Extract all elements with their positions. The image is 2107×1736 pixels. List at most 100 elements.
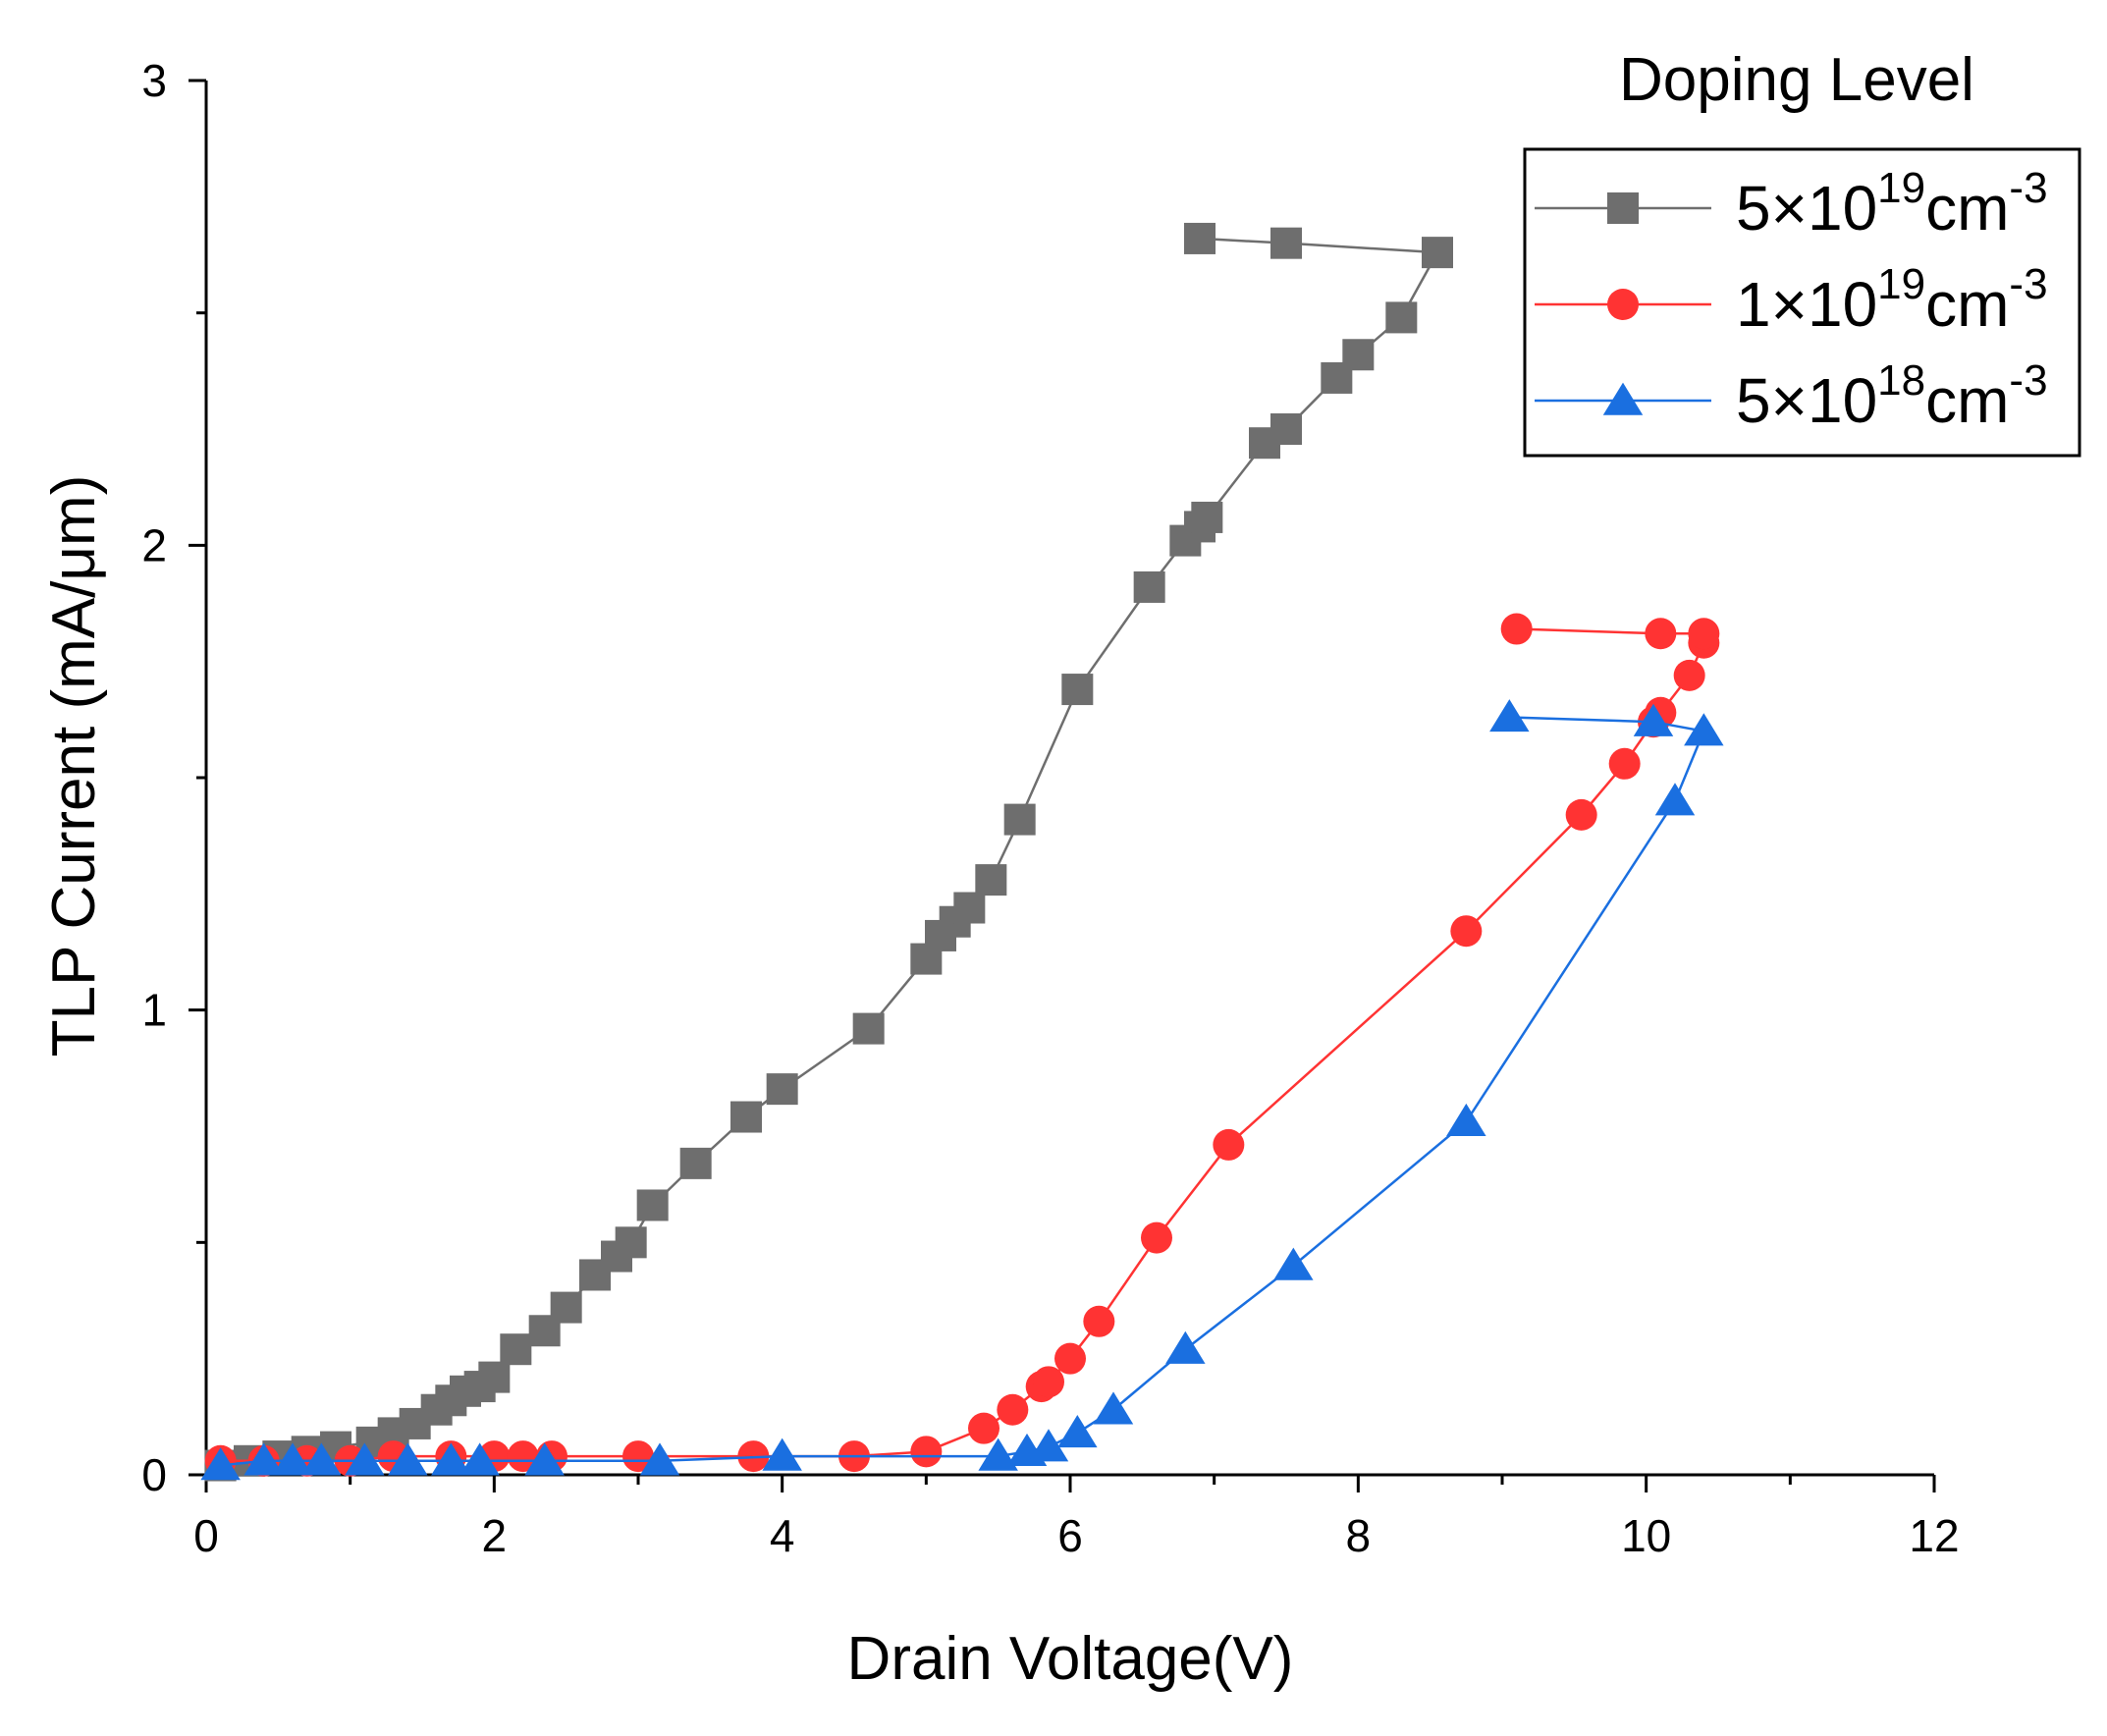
series-square [204, 222, 1453, 1482]
data-point-square [500, 1333, 532, 1366]
data-point-triangle [1093, 1391, 1134, 1425]
data-point-square [679, 1147, 712, 1179]
data-point-circle [1673, 659, 1705, 691]
data-point-square [975, 864, 1007, 896]
data-point-triangle [459, 1442, 500, 1476]
data-point-circle [1500, 613, 1533, 645]
data-point-square [1270, 413, 1302, 445]
series-circle [204, 613, 1720, 1477]
data-point-circle [1565, 798, 1597, 831]
x-tick-label: 0 [193, 1510, 219, 1561]
data-point-circle [1083, 1305, 1115, 1337]
data-point-circle [910, 1436, 943, 1468]
data-point-square [1385, 301, 1418, 334]
data-point-square [1270, 227, 1302, 259]
data-point-triangle [639, 1442, 680, 1476]
data-point-circle [1688, 618, 1720, 650]
legend-entry: 5×1018cm-3 [1535, 356, 2048, 436]
data-point-triangle [388, 1442, 428, 1476]
data-point-square [1422, 237, 1453, 269]
data-point-triangle [1028, 1429, 1069, 1462]
legend-label-text: 5×10 [1736, 173, 1877, 244]
data-point-square [1184, 222, 1216, 254]
legend-marker-circle [1607, 289, 1639, 320]
data-point-circle [997, 1393, 1029, 1426]
data-point-square [1003, 803, 1036, 836]
data-point-circle [1645, 618, 1677, 650]
data-point-circle [1033, 1366, 1064, 1398]
series-triangle [200, 699, 1724, 1481]
legend-label-text: cm [1925, 173, 2009, 244]
legend-marker-triangle [1602, 382, 1644, 415]
data-point-square [615, 1226, 647, 1259]
data-point-triangle [301, 1442, 342, 1476]
data-point-triangle [1633, 703, 1674, 736]
legend-marker-square [1607, 192, 1639, 224]
y-tick-label: 1 [141, 985, 167, 1036]
legend-label-text: cm [1925, 269, 2009, 340]
data-point-square [550, 1291, 582, 1324]
data-point-square [730, 1101, 762, 1133]
data-point-circle [1054, 1342, 1086, 1375]
legend-label-superscript: 18 [1877, 356, 1925, 405]
data-point-triangle [524, 1442, 565, 1476]
data-point-triangle [200, 1447, 241, 1481]
data-point-circle [507, 1440, 539, 1473]
legend-entries: 5×1019cm-31×1019cm-35×1018cm-3 [1535, 164, 2048, 436]
legend-title: Doping Level [1619, 46, 1974, 114]
y-axis-title: TLP Current (mA/μm) [40, 475, 108, 1058]
data-point-triangle [978, 1438, 1018, 1471]
x-tick-label: 2 [482, 1510, 508, 1561]
data-point-triangle [1654, 783, 1696, 816]
data-point-square [852, 1012, 885, 1045]
data-point-circle [1213, 1128, 1245, 1161]
data-point-square [1133, 570, 1165, 603]
series-line [220, 716, 1706, 1467]
legend-label-text: 5×10 [1736, 365, 1877, 436]
y-tick-label: 2 [141, 519, 167, 570]
x-tick-label: 8 [1346, 1510, 1372, 1561]
legend-entry: 5×1019cm-3 [1535, 164, 2048, 244]
data-point-triangle [1273, 1247, 1314, 1280]
y-tick-label: 0 [141, 1449, 167, 1500]
data-point-triangle [1057, 1415, 1098, 1448]
legend-label: 5×1019cm-3 [1736, 164, 2048, 244]
data-point-triangle [762, 1438, 802, 1471]
legend: Doping Level 5×1019cm-31×1019cm-35×1018c… [1523, 46, 2081, 458]
data-point-triangle [345, 1442, 385, 1476]
data-point-triangle [243, 1442, 284, 1476]
series-line [220, 627, 1705, 1463]
data-point-circle [1141, 1221, 1172, 1254]
legend-label-superscript: -3 [2009, 260, 2047, 308]
data-point-square [1061, 674, 1094, 706]
data-point-circle [1608, 747, 1641, 780]
y-tick-label: 3 [141, 55, 167, 106]
data-point-circle [622, 1440, 654, 1473]
legend-label-text: 1×10 [1736, 269, 1877, 340]
x-tick-label: 12 [1909, 1510, 1959, 1561]
data-point-square [1191, 501, 1223, 533]
x-axis-title: Drain Voltage(V) [847, 1625, 1294, 1693]
legend-label-superscript: -3 [2009, 164, 2047, 212]
data-point-square [766, 1073, 798, 1106]
x-tick-label: 6 [1057, 1510, 1083, 1561]
series-layer [200, 222, 1724, 1482]
legend-label-text: cm [1925, 365, 2009, 436]
legend-label: 1×1019cm-3 [1736, 260, 2048, 340]
data-point-triangle [1446, 1103, 1486, 1136]
data-point-triangle [1489, 699, 1530, 732]
data-point-square [478, 1361, 511, 1393]
data-point-circle [968, 1412, 999, 1444]
data-point-triangle [1165, 1330, 1206, 1364]
data-point-square [953, 892, 986, 924]
series-line [220, 237, 1440, 1467]
x-tick-label: 10 [1621, 1510, 1671, 1561]
data-point-square [1342, 339, 1375, 371]
data-point-square [636, 1189, 669, 1221]
legend-label-superscript: -3 [2009, 356, 2047, 405]
legend-entry: 1×1019cm-3 [1535, 260, 2048, 340]
legend-label-superscript: 19 [1877, 164, 1925, 212]
data-point-circle [1450, 915, 1483, 948]
legend-label-superscript: 19 [1877, 260, 1925, 308]
